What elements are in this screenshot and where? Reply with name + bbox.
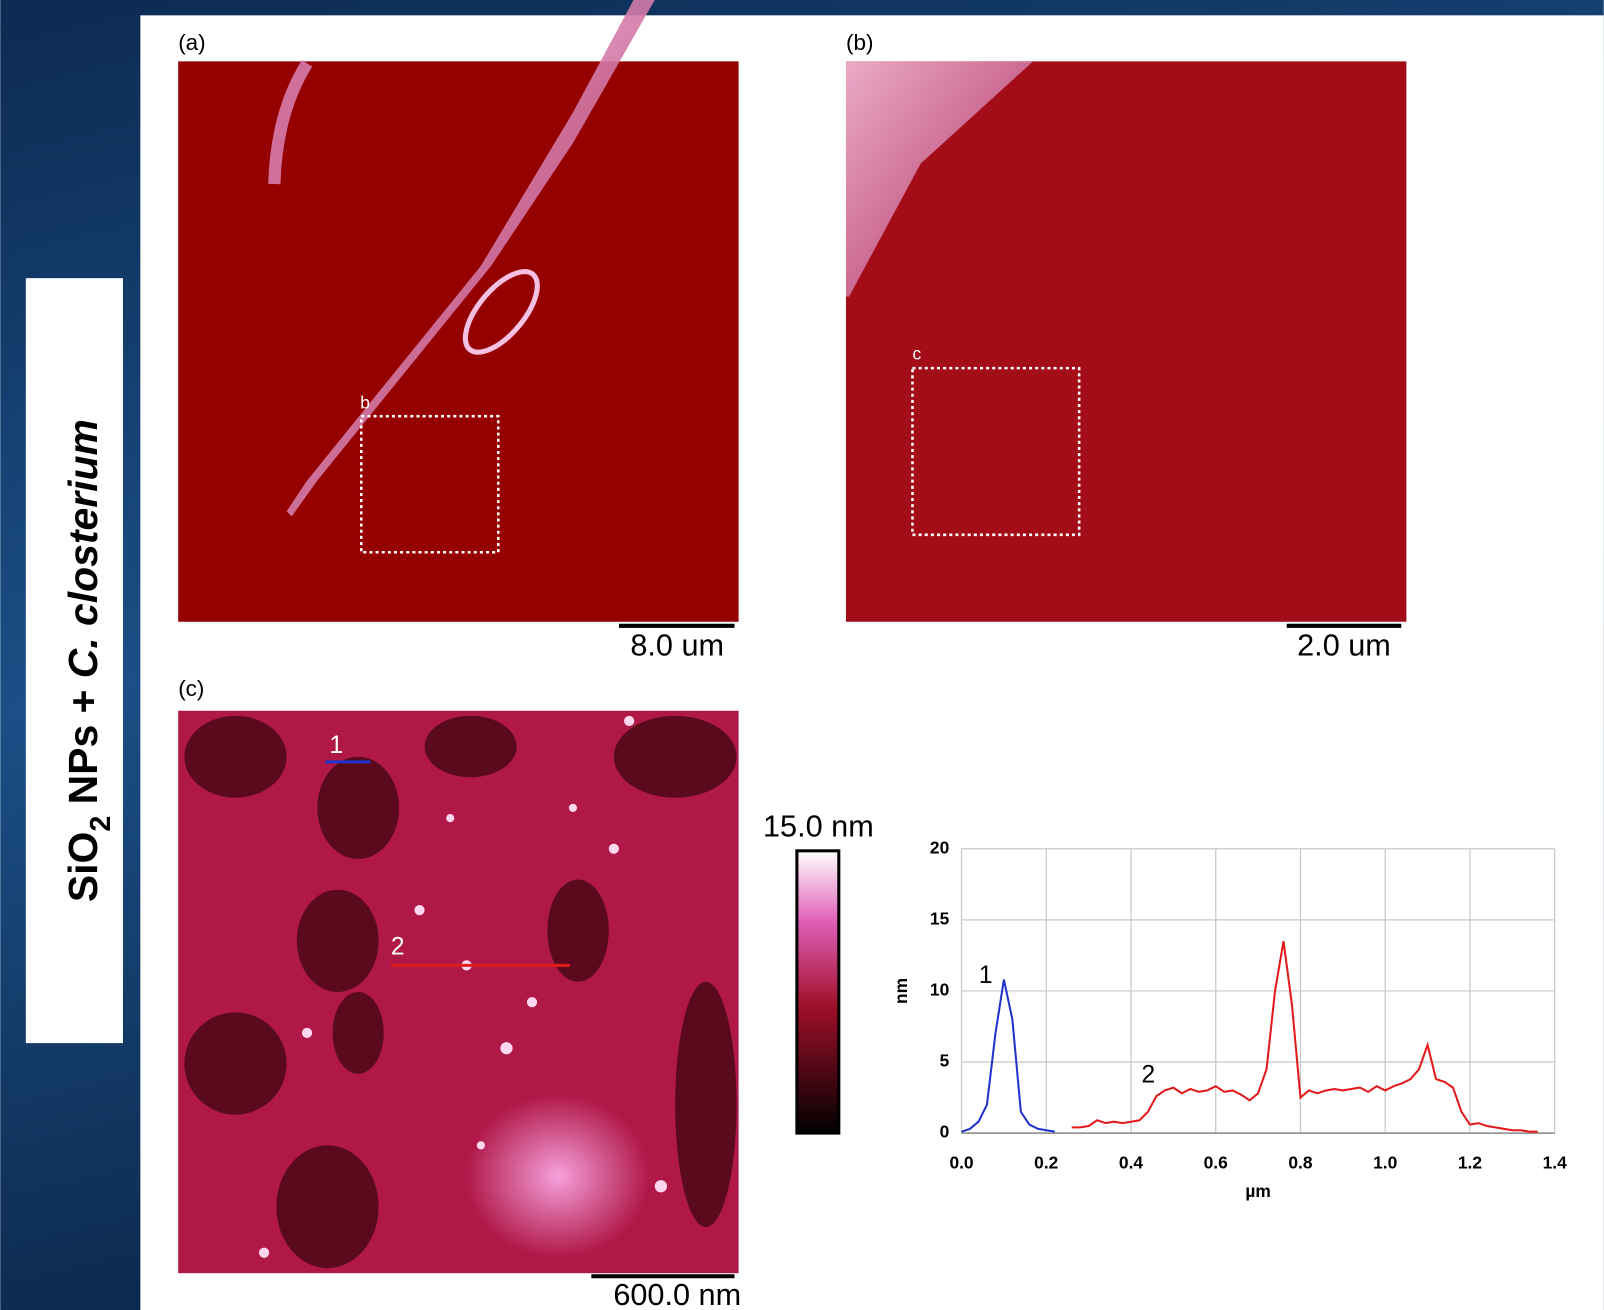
particle <box>609 844 619 854</box>
particle <box>655 1180 667 1192</box>
annotation: 1 <box>979 962 993 989</box>
x-tick-label: 1.2 <box>1458 1152 1482 1172</box>
dark-region <box>184 716 286 798</box>
roi-label: b <box>360 393 370 413</box>
side-label-part: SiO <box>60 832 106 902</box>
side-label-species: C. closterium <box>60 419 106 678</box>
x-tick-label: 0.8 <box>1288 1152 1312 1172</box>
panel-label: (c) <box>178 676 204 701</box>
y-axis-label: nm <box>891 978 911 1004</box>
profile-label: 1 <box>330 732 344 759</box>
dark-region <box>276 1145 378 1268</box>
bright-region <box>466 1094 650 1258</box>
y-tick-label: 5 <box>940 1051 950 1071</box>
x-tick-label: 1.0 <box>1373 1152 1397 1172</box>
x-tick-label: 0.4 <box>1119 1152 1143 1172</box>
dark-region <box>333 992 384 1074</box>
particle <box>477 1141 485 1149</box>
y-tick-label: 20 <box>930 837 949 857</box>
particle <box>302 1028 312 1038</box>
y-tick-label: 10 <box>930 980 949 1000</box>
y-tick-label: 15 <box>930 908 950 928</box>
dark-region <box>675 982 736 1227</box>
x-axis-label: µm <box>1245 1181 1270 1201</box>
afm-image-a <box>178 61 738 621</box>
particle <box>569 804 577 812</box>
dark-region <box>184 1012 286 1114</box>
x-tick-label: 1.4 <box>1543 1152 1567 1172</box>
panel-label: (a) <box>178 30 205 55</box>
scale-bar-label: 600.0 nm <box>613 1278 741 1310</box>
particle <box>259 1248 269 1258</box>
roi-label: c <box>912 343 921 363</box>
figure-slide: SiO2 NPs + C. closterium (a) b 8.0 um (b… <box>0 0 1604 1310</box>
colorbar <box>797 851 839 1133</box>
x-tick-label: 0.0 <box>949 1152 973 1172</box>
side-label-subscript: 2 <box>85 816 117 832</box>
scale-bar-label: 8.0 um <box>630 628 724 662</box>
dark-region <box>317 757 399 859</box>
particle <box>624 716 634 726</box>
profile-label: 2 <box>391 933 405 960</box>
dark-region <box>425 716 517 777</box>
particle <box>414 905 424 915</box>
particle <box>527 997 537 1007</box>
particle <box>446 814 454 822</box>
dark-region <box>614 716 737 798</box>
side-label-part: NPs + <box>60 678 106 816</box>
dark-region <box>297 890 379 992</box>
particle <box>500 1042 512 1054</box>
y-tick-label: 0 <box>940 1122 950 1142</box>
x-tick-label: 0.2 <box>1034 1152 1058 1172</box>
panel-label: (b) <box>846 30 873 55</box>
colorbar-label: 15.0 nm <box>763 809 874 843</box>
scale-bar-label: 2.0 um <box>1297 628 1391 662</box>
x-tick-label: 0.6 <box>1204 1152 1228 1172</box>
annotation: 2 <box>1142 1061 1156 1088</box>
